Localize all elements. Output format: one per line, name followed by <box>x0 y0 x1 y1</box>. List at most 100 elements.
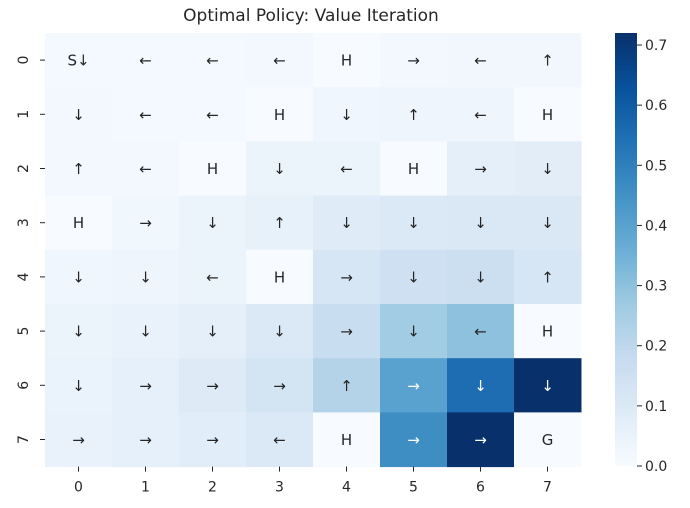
y-tick-label: 7 <box>16 435 32 444</box>
cell-label: ↓ <box>206 214 219 232</box>
cell-label: ↓ <box>72 106 85 124</box>
heatmap-cell <box>179 87 247 142</box>
heatmap-cell <box>380 249 448 305</box>
cell-label: ↓ <box>407 268 420 286</box>
cell-label: → <box>474 160 487 178</box>
heatmap-cell <box>514 141 582 197</box>
heatmap-cell <box>313 304 381 359</box>
heatmap-cell <box>514 33 582 88</box>
cell-label: H <box>207 160 218 178</box>
colorbar-tick-label: 0.1 <box>645 399 667 415</box>
cell-label: S↓ <box>67 52 89 70</box>
cell-label: ← <box>139 52 152 70</box>
heatmap-cell <box>447 141 515 197</box>
heatmap-cell <box>380 141 448 197</box>
cell-label: H <box>408 160 419 178</box>
cell-label: G <box>542 431 554 449</box>
heatmap-cell <box>45 87 113 142</box>
heatmap-cell <box>246 358 314 413</box>
x-tick-label: 5 <box>409 480 418 496</box>
heatmap-cell <box>246 195 314 251</box>
cell-label: ↑ <box>407 106 420 124</box>
cell-label: → <box>72 431 85 449</box>
y-tick-label: 5 <box>16 327 32 336</box>
y-tick-label: 4 <box>16 272 32 281</box>
x-tick-label: 3 <box>275 480 284 496</box>
cell-label: → <box>139 214 152 232</box>
heatmap-cell <box>313 412 381 468</box>
cell-label: ← <box>206 52 219 70</box>
cell-label: ↓ <box>72 323 85 341</box>
cell-label: ← <box>474 106 487 124</box>
heatmap-cell <box>313 141 381 197</box>
heatmap-cell <box>380 304 448 359</box>
y-tick-label: 6 <box>16 381 32 390</box>
colorbar-tick-label: 0.0 <box>645 459 667 475</box>
heatmap-cell <box>246 33 314 88</box>
cell-label: → <box>273 377 286 395</box>
cell-label: ← <box>474 323 487 341</box>
heatmap-cell <box>447 358 515 413</box>
heatmap-cell <box>514 304 582 359</box>
heatmap-cell <box>112 358 180 413</box>
colorbar <box>615 33 637 466</box>
heatmap-cell <box>447 33 515 88</box>
heatmap-cell <box>179 195 247 251</box>
x-tick-label: 4 <box>342 480 351 496</box>
cell-label: ↓ <box>474 268 487 286</box>
heatmap-cell <box>45 412 113 468</box>
cell-label: H <box>274 268 285 286</box>
heatmap-cell <box>112 87 180 142</box>
cell-label: ← <box>273 52 286 70</box>
heatmap-cell <box>246 304 314 359</box>
cell-label: ← <box>340 160 353 178</box>
heatmap-cell <box>179 33 247 88</box>
cell-label: ← <box>474 52 487 70</box>
cell-label: ↑ <box>273 214 286 232</box>
cell-label: ↓ <box>541 160 554 178</box>
cell-label: ↓ <box>340 106 353 124</box>
cell-label: H <box>542 323 553 341</box>
cell-label: ← <box>206 268 219 286</box>
heatmap-cell <box>246 141 314 197</box>
cell-label: → <box>139 431 152 449</box>
cell-label: H <box>274 106 285 124</box>
heatmap-cell <box>514 195 582 251</box>
cell-label: ↓ <box>206 323 219 341</box>
heatmap-cell <box>45 141 113 197</box>
heatmap-cell <box>112 304 180 359</box>
colorbar-tick-label: 0.6 <box>645 98 667 114</box>
cell-label: → <box>407 52 420 70</box>
x-tick-label: 0 <box>74 480 83 496</box>
heatmap-cell <box>447 195 515 251</box>
cell-label: ← <box>139 160 152 178</box>
x-tick-label: 2 <box>208 480 217 496</box>
cell-label: ← <box>206 106 219 124</box>
heatmap-cell <box>380 358 448 413</box>
cell-label: H <box>341 431 352 449</box>
heatmap-cell <box>447 412 515 468</box>
cell-label: ↓ <box>139 268 152 286</box>
heatmap-cell <box>447 304 515 359</box>
heatmap-cell <box>45 358 113 413</box>
heatmap-cell <box>313 358 381 413</box>
chart-title: Optimal Policy: Value Iteration <box>183 6 439 26</box>
heatmap-cell <box>514 358 582 413</box>
cell-label: ↓ <box>273 160 286 178</box>
heatmap-cell <box>45 195 113 251</box>
cell-label: ↓ <box>407 214 420 232</box>
y-tick-label: 2 <box>16 164 32 173</box>
y-tick-label: 1 <box>16 110 32 119</box>
heatmap-cell <box>514 249 582 305</box>
heatmap-cell <box>447 87 515 142</box>
cell-label: → <box>407 377 420 395</box>
heatmap-cell <box>514 412 582 468</box>
heatmap-cell <box>179 249 247 305</box>
x-tick-label: 7 <box>543 480 552 496</box>
heatmap-cell <box>246 412 314 468</box>
heatmap-cell <box>313 195 381 251</box>
heatmap-cell <box>179 141 247 197</box>
cell-label: ↓ <box>407 323 420 341</box>
heatmap-cell <box>246 87 314 142</box>
